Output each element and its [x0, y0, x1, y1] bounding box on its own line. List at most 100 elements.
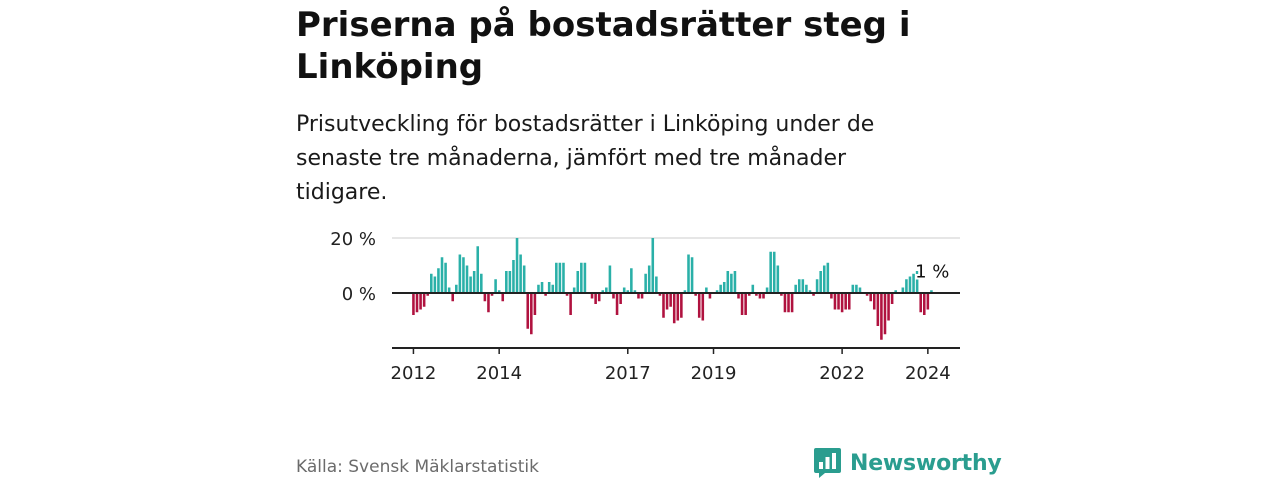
bar — [505, 271, 508, 293]
bar — [658, 293, 662, 296]
x-tick-label: 2017 — [605, 363, 651, 384]
bar — [469, 276, 472, 293]
bar — [558, 262, 562, 293]
bar — [672, 293, 676, 324]
bar — [837, 293, 840, 310]
bar — [726, 271, 730, 293]
bar — [640, 293, 644, 299]
bar — [872, 293, 876, 310]
bar — [762, 293, 765, 299]
bar — [880, 293, 883, 340]
bar — [665, 293, 669, 310]
bar — [869, 293, 872, 302]
bar — [547, 282, 551, 293]
bar — [487, 293, 490, 313]
bar — [769, 251, 772, 293]
bar — [794, 284, 797, 293]
bar — [808, 290, 812, 293]
bar — [865, 293, 869, 296]
newsworthy-logo: Newsworthy — [814, 446, 1002, 480]
bar — [740, 293, 744, 315]
bar — [694, 293, 697, 296]
bar — [815, 279, 819, 293]
bar — [451, 293, 455, 302]
bar — [655, 276, 658, 293]
bar — [662, 293, 665, 318]
y-tick-label: 20 % — [330, 229, 376, 250]
bar — [483, 293, 487, 302]
bar — [912, 273, 915, 293]
bar — [894, 290, 897, 293]
bar — [497, 290, 501, 293]
bar — [515, 238, 519, 293]
bar — [555, 262, 558, 293]
bar — [576, 271, 580, 293]
bar — [776, 265, 780, 293]
bar — [630, 268, 633, 293]
bar — [676, 293, 680, 321]
bar — [440, 257, 444, 293]
bar — [758, 293, 762, 299]
bar — [633, 290, 637, 293]
bar — [462, 257, 465, 293]
bar — [847, 293, 851, 310]
bar — [883, 293, 887, 335]
bar — [855, 284, 858, 293]
price-change-chart: 20 % 0 % 2012 2014 2017 2019 2022 2024 1 % — [330, 229, 960, 384]
bar — [733, 271, 737, 293]
bar — [780, 293, 783, 296]
newsworthy-logo-icon — [814, 448, 841, 478]
x-tick-label: 2019 — [691, 363, 737, 384]
bar — [572, 287, 576, 293]
bar — [705, 287, 708, 293]
bar — [458, 254, 462, 293]
bar — [412, 293, 415, 315]
bar — [819, 271, 822, 293]
bar — [747, 293, 751, 296]
bar — [619, 293, 622, 304]
y-tick-label: 0 % — [342, 284, 376, 305]
bar — [562, 262, 565, 293]
bar — [426, 293, 430, 296]
bar — [826, 262, 830, 293]
bar — [430, 273, 433, 293]
bar — [415, 293, 419, 313]
bar — [783, 293, 787, 313]
bar — [433, 276, 437, 293]
bar — [444, 262, 447, 293]
bar — [590, 293, 594, 299]
bar — [615, 293, 619, 315]
bar — [669, 293, 672, 307]
bar — [797, 279, 801, 293]
bar — [919, 293, 922, 313]
bar — [687, 254, 690, 293]
bar — [680, 293, 683, 318]
bar — [715, 290, 719, 293]
bar — [887, 293, 890, 321]
bar — [651, 238, 655, 293]
bar — [540, 282, 544, 293]
last-value-label: 1 % — [915, 261, 949, 282]
bar — [683, 290, 687, 293]
bar — [730, 273, 733, 293]
bar — [722, 282, 726, 293]
bar — [901, 287, 905, 293]
bar — [622, 287, 626, 293]
bar — [790, 293, 794, 313]
bar — [594, 293, 597, 304]
bar — [908, 276, 912, 293]
bar — [465, 265, 469, 293]
bar — [755, 293, 758, 296]
bar — [494, 279, 497, 293]
bar — [526, 293, 530, 329]
bar — [569, 293, 572, 315]
bar — [519, 254, 522, 293]
bar — [737, 293, 740, 299]
bar — [626, 290, 630, 293]
bar — [787, 293, 790, 313]
bar — [637, 293, 640, 299]
bar — [751, 284, 755, 293]
bar — [805, 284, 808, 293]
bar — [422, 293, 426, 307]
bar — [612, 293, 615, 299]
